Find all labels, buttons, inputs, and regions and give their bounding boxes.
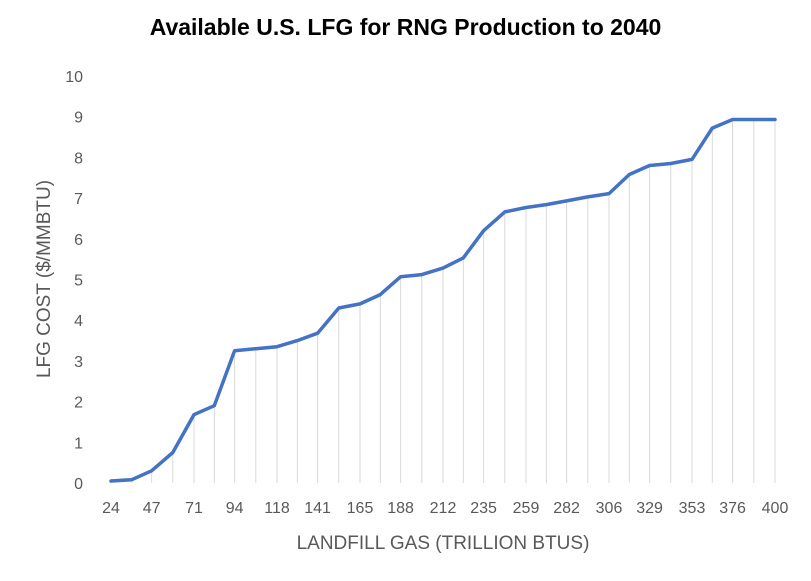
x-tick-label: 165 (347, 500, 374, 517)
y-axis-ticks: 0 1 2 3 4 5 6 7 8 9 10 (65, 69, 83, 493)
chart-title: Available U.S. LFG for RNG Production to… (149, 14, 662, 40)
y-tick-label: 0 (74, 476, 83, 493)
y-tick-label: 8 (74, 150, 83, 167)
y-tick-label: 5 (74, 273, 83, 290)
y-tick-label: 6 (74, 232, 83, 249)
y-tick-label: 4 (74, 313, 83, 330)
x-tick-label: 329 (636, 500, 663, 517)
x-tick-label: 71 (185, 500, 203, 517)
x-axis-ticks: 24 47 71 94 118 141 165 188 212 235 259 282 306 329 35… (102, 500, 788, 517)
x-tick-label: 188 (387, 500, 414, 517)
y-tick-label: 1 (74, 435, 83, 452)
x-axis-title: LANDFILL GAS (TRILLION BTUS) (297, 533, 590, 554)
x-tick-label: 400 (762, 500, 789, 517)
series-line (109, 117, 777, 483)
x-tick-label: 118 (264, 500, 290, 517)
x-tick-label: 212 (430, 500, 457, 517)
x-tick-label: 24 (102, 500, 120, 517)
y-tick-label: 10 (65, 69, 83, 86)
drop-lines (110, 119, 776, 483)
x-tick-label: 235 (470, 500, 497, 517)
x-tick-label: 282 (553, 500, 580, 517)
x-tick-label: 259 (513, 500, 540, 517)
y-tick-label: 7 (74, 191, 83, 208)
y-axis-title: LFG COST ($/MMBTU) (34, 180, 55, 378)
x-tick-label: 306 (596, 500, 623, 517)
x-tick-label: 353 (679, 500, 706, 517)
x-tick-label: 141 (304, 500, 331, 517)
x-tick-label: 376 (719, 500, 746, 517)
y-tick-label: 9 (74, 110, 83, 127)
y-tick-label: 2 (74, 395, 83, 412)
x-tick-label: 94 (226, 500, 244, 517)
y-tick-label: 3 (74, 354, 83, 371)
x-tick-label: 47 (143, 500, 161, 517)
